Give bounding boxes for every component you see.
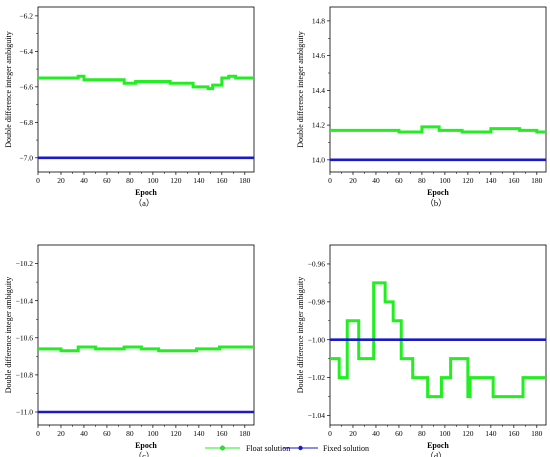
y-tick-label: 14.0 xyxy=(312,155,325,164)
x-tick-label: 180 xyxy=(239,176,251,185)
x-tick-label: 40 xyxy=(372,176,380,185)
x-tick-label: 80 xyxy=(418,429,426,438)
x-tick-label: 120 xyxy=(170,176,182,185)
float-solution-line xyxy=(330,125,546,134)
chart-panel-a: 0 20 40 60 80 100 120 140 160 180 −7.0 −6.8 −6.6 −6.4… xyxy=(4,6,255,208)
panel-caption: （a） xyxy=(134,198,155,208)
plot-frame xyxy=(329,6,547,173)
x-tick-label: 140 xyxy=(485,429,497,438)
y-tick-label: −10.2 xyxy=(16,259,34,268)
chart-panel-b: 0 20 40 60 80 100 120 140 160 180 14.0 14.2 14.4 14.6… xyxy=(296,6,547,208)
chart-panel-c: 0 20 40 60 80 100 120 140 160 180 −11.0 −10.8 −10.6 −… xyxy=(4,244,255,457)
x-tick-label: 180 xyxy=(239,429,251,438)
x-tick-label: 40 xyxy=(372,429,380,438)
x-tick-label: 80 xyxy=(418,176,426,185)
float-solution-line xyxy=(38,345,254,353)
x-tick-label: 60 xyxy=(395,176,403,185)
y-tick-label: −10.4 xyxy=(16,296,34,305)
y-tick-label: −10.8 xyxy=(16,370,34,379)
x-tick-label: 40 xyxy=(80,176,88,185)
y-axis-title: Double difference integer ambiguity xyxy=(296,31,305,147)
y-axis-title: Double difference integer ambiguity xyxy=(4,277,13,393)
y-axis-title: Double difference integer ambiguity xyxy=(296,277,305,393)
panel-caption: （d） xyxy=(425,451,446,457)
plot-frame xyxy=(37,244,255,426)
y-tick-label: 14.2 xyxy=(312,121,325,130)
y-tick-label: −11.0 xyxy=(16,408,33,417)
y-tick-label: −10.6 xyxy=(16,333,34,342)
x-tick-label: 60 xyxy=(103,429,111,438)
x-tick-label: 120 xyxy=(462,176,474,185)
legend-fixed-label: Fixed solution xyxy=(323,444,369,453)
x-tick-label: 20 xyxy=(349,429,357,438)
y-tick-label: 14.4 xyxy=(312,86,325,95)
x-tick-label: 0 xyxy=(36,429,40,438)
legend-float-label: Float solution xyxy=(246,444,290,453)
y-tick-label: −6.8 xyxy=(19,118,33,127)
plot-frame xyxy=(329,244,547,426)
x-tick-label: 100 xyxy=(439,429,451,438)
y-tick-label: −1.02 xyxy=(308,373,326,382)
x-tick-label: 120 xyxy=(170,429,182,438)
legend-fixed-marker xyxy=(298,445,303,451)
plot-frame xyxy=(37,6,255,173)
x-tick-label: 40 xyxy=(80,429,88,438)
y-tick-label: 14.6 xyxy=(312,51,325,60)
x-axis-title: Epoch xyxy=(427,188,449,197)
x-tick-label: 120 xyxy=(462,429,474,438)
x-tick-label: 20 xyxy=(57,176,65,185)
x-tick-label: 160 xyxy=(216,176,228,185)
y-tick-label: −6.2 xyxy=(19,11,33,20)
x-tick-label: 20 xyxy=(57,429,65,438)
x-tick-label: 160 xyxy=(216,429,228,438)
legend: Float solution Fixed solution xyxy=(205,444,369,453)
y-tick-label: −6.6 xyxy=(19,82,33,91)
panel-caption: （c） xyxy=(134,451,155,457)
y-tick-label: 14.8 xyxy=(312,16,325,25)
x-tick-label: 180 xyxy=(531,429,543,438)
y-tick-label: −6.4 xyxy=(19,47,33,56)
x-tick-label: 60 xyxy=(395,429,403,438)
x-tick-label: 100 xyxy=(439,176,451,185)
y-tick-label: −0.96 xyxy=(308,260,326,269)
x-tick-label: 180 xyxy=(531,176,543,185)
x-tick-label: 60 xyxy=(103,176,111,185)
x-tick-label: 0 xyxy=(328,429,332,438)
x-axis-title: Epoch xyxy=(135,188,157,197)
y-tick-label: −1.04 xyxy=(308,411,326,420)
x-tick-label: 20 xyxy=(349,176,357,185)
y-tick-label: −1.00 xyxy=(308,335,326,344)
y-tick-label: −0.98 xyxy=(308,297,326,306)
x-axis-title: Epoch xyxy=(427,441,449,450)
panel-caption: （b） xyxy=(425,198,446,208)
x-tick-label: 100 xyxy=(147,176,159,185)
x-tick-label: 80 xyxy=(126,429,134,438)
chart-panel-d: 0 20 40 60 80 100 120 140 160 180 −1.04 −1.02 −1.00 −… xyxy=(296,244,547,457)
x-tick-label: 0 xyxy=(36,176,40,185)
x-tick-label: 0 xyxy=(328,176,332,185)
x-axis-title: Epoch xyxy=(135,441,157,450)
x-tick-label: 160 xyxy=(508,429,520,438)
y-axis-title: Double difference integer ambiguity xyxy=(4,31,13,147)
x-tick-label: 140 xyxy=(485,176,497,185)
x-tick-label: 100 xyxy=(147,429,159,438)
x-tick-label: 160 xyxy=(508,176,520,185)
x-tick-label: 140 xyxy=(193,429,205,438)
x-tick-label: 80 xyxy=(126,176,134,185)
x-tick-label: 140 xyxy=(193,176,205,185)
y-tick-label: −7.0 xyxy=(19,153,33,162)
legend-float-marker xyxy=(220,445,225,451)
